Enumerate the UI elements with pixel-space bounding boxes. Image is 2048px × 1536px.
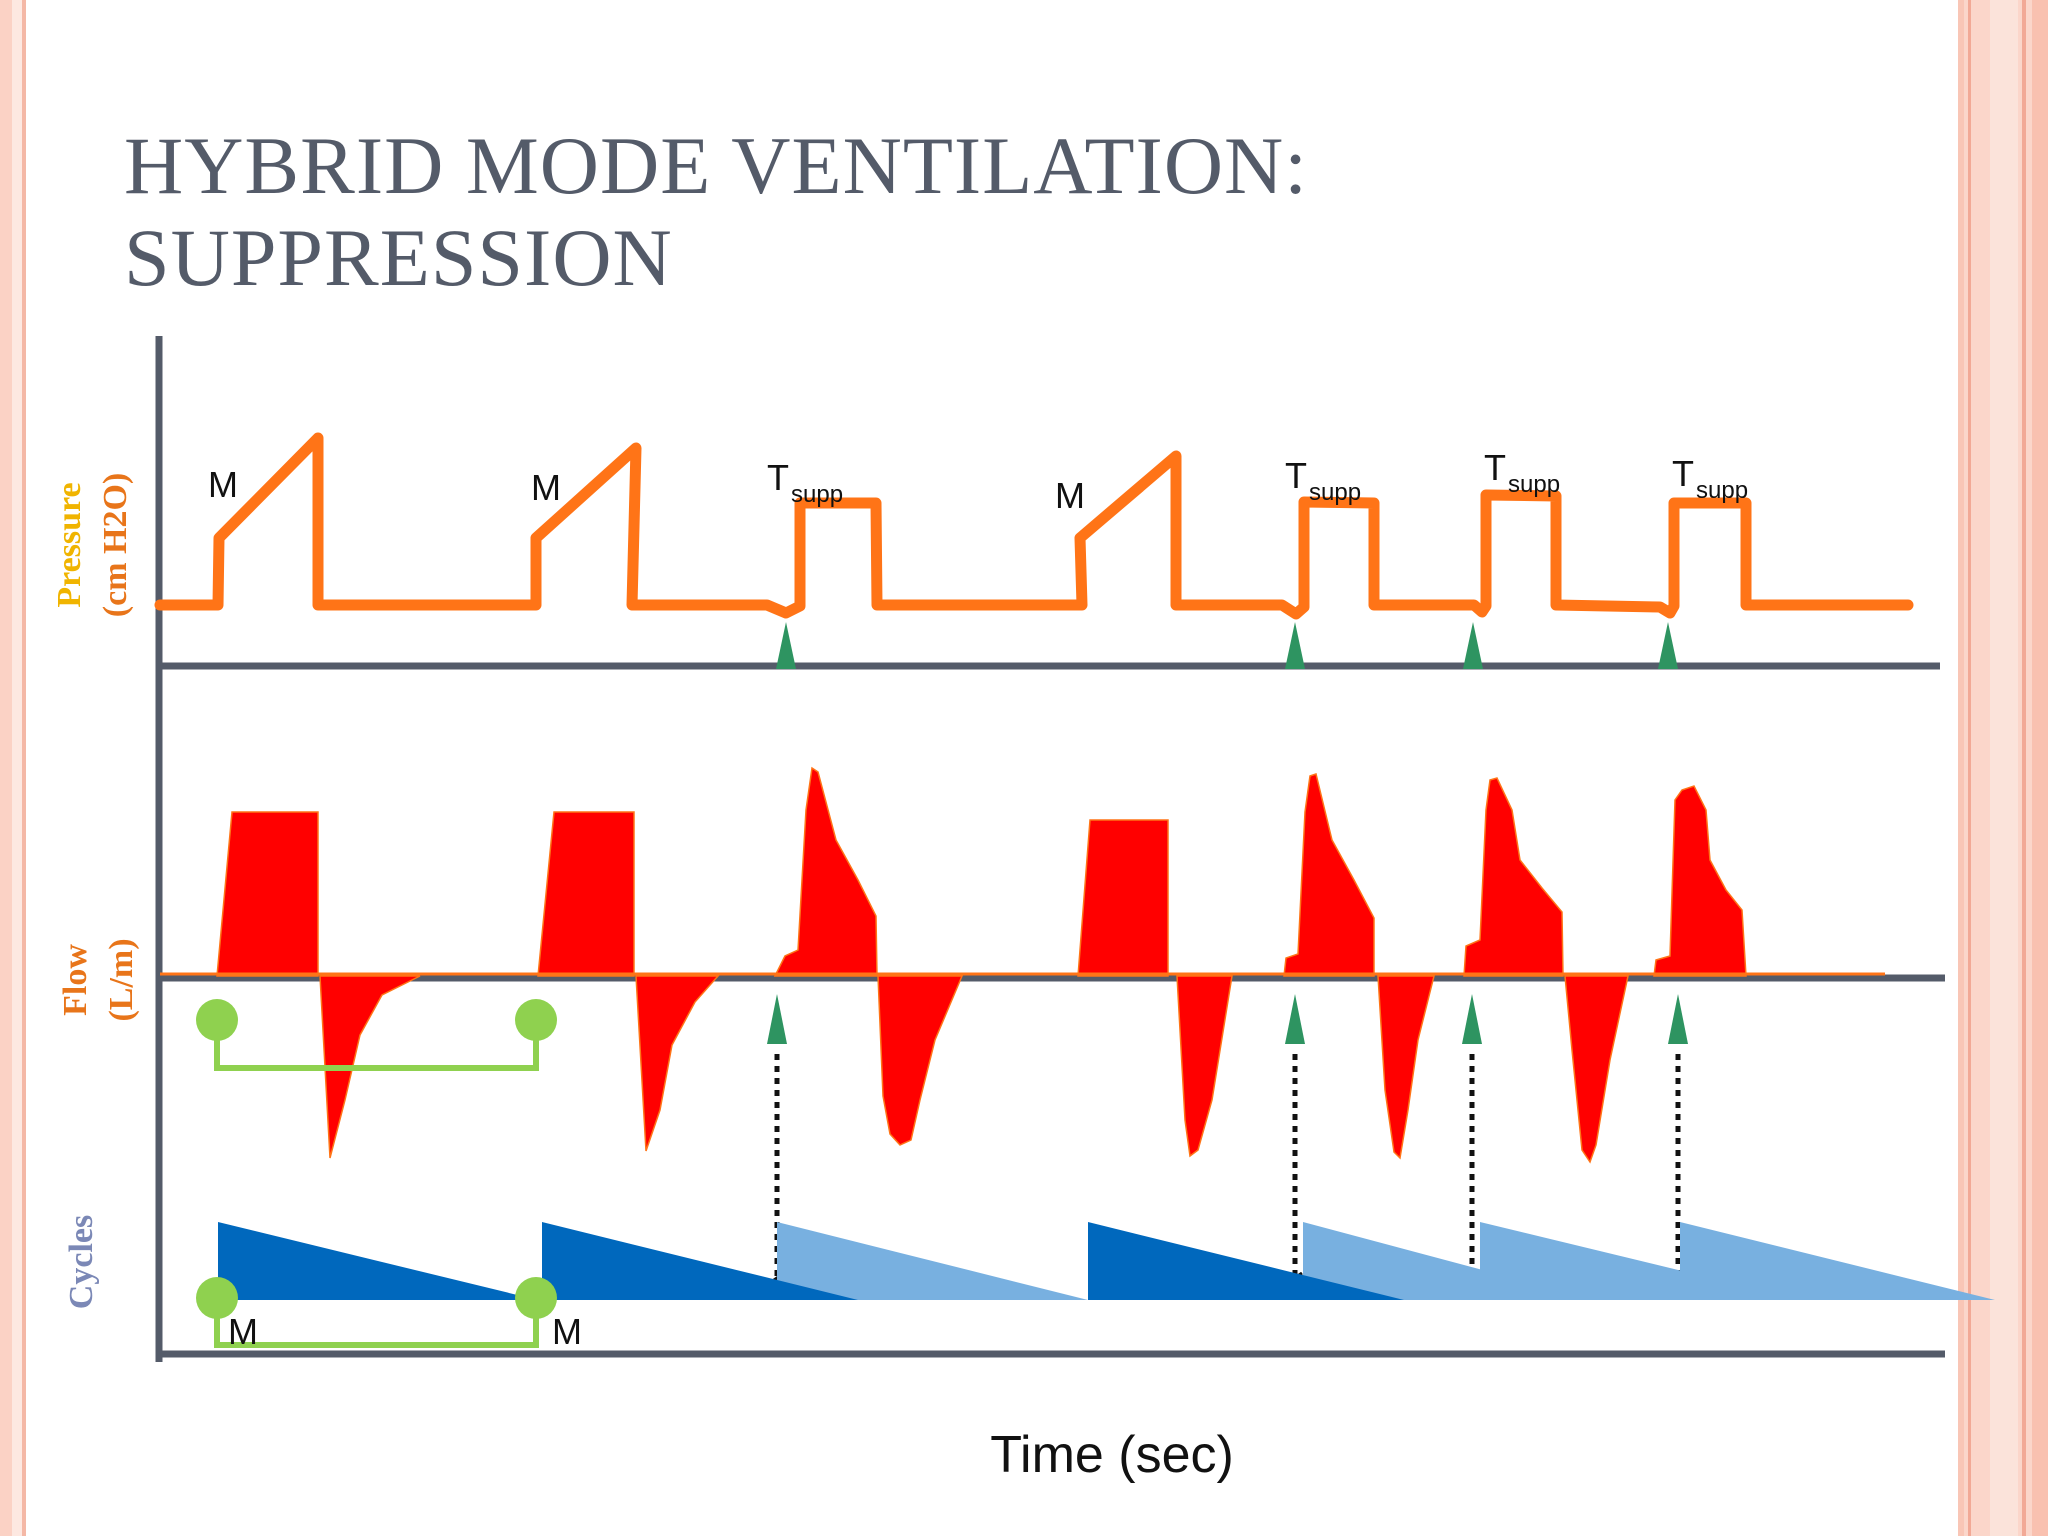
svg-text:supp: supp bbox=[1696, 477, 1748, 504]
trigger-marker-icon bbox=[767, 994, 787, 1044]
trigger-marker-icon bbox=[1285, 622, 1305, 669]
svg-text:T: T bbox=[1484, 447, 1506, 488]
trigger-marker-icon bbox=[1463, 622, 1483, 669]
mandatory-label: M bbox=[208, 464, 238, 505]
mandatory-label: M bbox=[228, 1311, 258, 1352]
spontaneous-cycle-ramp bbox=[1680, 1222, 1995, 1300]
interval-dot-icon bbox=[515, 999, 557, 1041]
flow-inspiration bbox=[1077, 819, 1169, 977]
triggered-label: T supp bbox=[1484, 447, 1560, 498]
flow-inspiration bbox=[1283, 773, 1375, 977]
cycle-ramps bbox=[218, 1222, 1995, 1300]
left-border-decoration bbox=[0, 0, 26, 1536]
pressure-waveform bbox=[154, 432, 1914, 620]
triggered-label: T supp bbox=[1285, 455, 1361, 506]
flow-trigger-markers bbox=[767, 994, 1688, 1044]
flow-inspiration bbox=[1653, 785, 1747, 977]
flow-expiration bbox=[319, 975, 421, 1159]
flow-inspiration bbox=[216, 811, 319, 977]
svg-text:T: T bbox=[767, 457, 789, 498]
mandatory-label: M bbox=[531, 467, 561, 508]
mandatory-cycle-ramp bbox=[542, 1222, 858, 1300]
right-border-decoration bbox=[1958, 0, 2048, 1536]
flow-expiration bbox=[1176, 975, 1233, 1158]
trigger-marker-icon bbox=[1462, 994, 1482, 1044]
flow-axis-label: Flow (L/m) bbox=[57, 938, 140, 1021]
mandatory-cycle-ramp bbox=[1088, 1222, 1404, 1300]
flow-expiration bbox=[635, 975, 720, 1152]
trigger-marker-icon bbox=[776, 622, 796, 669]
interval-dot-icon bbox=[196, 999, 238, 1041]
flow-unit: (L/m) bbox=[103, 938, 140, 1021]
title-line-2: SUPPRESSION bbox=[124, 212, 673, 303]
interval-bracket bbox=[214, 1298, 539, 1348]
mandatory-label: M bbox=[552, 1311, 582, 1352]
svg-text:T: T bbox=[1285, 455, 1307, 496]
svg-text:T: T bbox=[1672, 453, 1694, 494]
pressure-unit: (cm H2O) bbox=[97, 473, 134, 617]
pressure-label: Pressure bbox=[51, 482, 88, 607]
trigger-marker-icon bbox=[1658, 622, 1678, 669]
pressure-trigger-markers bbox=[776, 622, 1678, 669]
mandatory-label: M bbox=[1055, 475, 1085, 516]
triggered-label: T supp bbox=[767, 457, 843, 508]
cycles-label: Cycles bbox=[63, 1215, 100, 1309]
flow-expiration bbox=[877, 975, 964, 1146]
pressure-breath-labels: M M M T supp T supp T supp T supp bbox=[208, 447, 1748, 516]
flow-expiration bbox=[1564, 975, 1629, 1164]
interval-dot-icon bbox=[515, 1277, 557, 1319]
svg-text:supp: supp bbox=[1508, 471, 1560, 498]
interval-dot-icon bbox=[196, 1277, 238, 1319]
trigger-marker-icon bbox=[1668, 994, 1688, 1044]
flow-expiration bbox=[1377, 975, 1435, 1160]
spontaneous-cycle-ramp bbox=[777, 1222, 1088, 1300]
slide-title: HYBRID MODE VENTILATION: SUPPRESSION bbox=[124, 120, 1824, 304]
suppression-arrows bbox=[777, 1054, 1678, 1280]
svg-text:supp: supp bbox=[1309, 479, 1361, 506]
flow-label: Flow bbox=[57, 944, 94, 1016]
flow-waveform bbox=[216, 766, 1747, 1164]
mandatory-cycle-ramp bbox=[218, 1222, 538, 1300]
axes bbox=[155, 336, 1945, 1362]
triggered-label: T supp bbox=[1672, 453, 1748, 504]
title-line-1: HYBRID MODE VENTILATION: bbox=[124, 120, 1309, 211]
mandatory-interval-markers bbox=[196, 999, 557, 1348]
trigger-marker-icon bbox=[1285, 994, 1305, 1044]
flow-inspiration bbox=[773, 766, 878, 977]
svg-text:supp: supp bbox=[791, 481, 843, 508]
time-axis-label: Time (sec) bbox=[990, 1426, 1234, 1484]
interval-bracket bbox=[214, 1020, 539, 1071]
flow-inspiration bbox=[537, 811, 635, 977]
cycles-axis-label: Cycles bbox=[63, 1215, 100, 1309]
flow-inspiration bbox=[1463, 777, 1564, 977]
pressure-axis-label: Pressure (cm H2O) bbox=[51, 473, 134, 617]
